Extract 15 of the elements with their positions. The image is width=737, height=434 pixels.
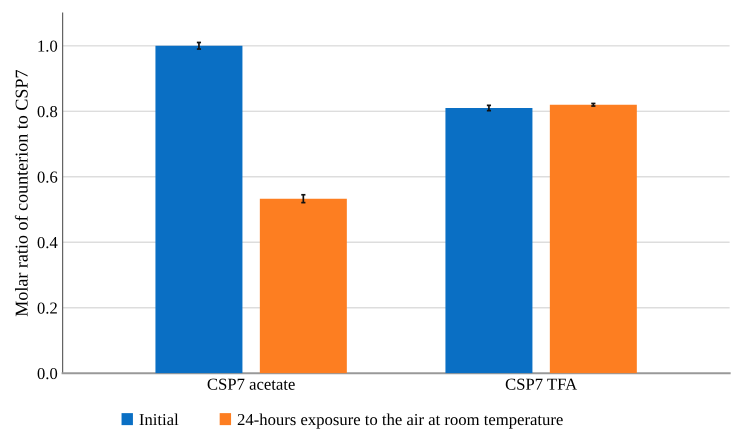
bar <box>260 198 347 374</box>
y-tick-label: 0.6 <box>38 171 58 183</box>
y-axis-title: Molar ratio of counterion to CSP7 <box>14 70 28 316</box>
bar <box>445 108 532 374</box>
bar <box>550 104 637 374</box>
y-tick-label: 0.0 <box>38 368 58 380</box>
y-tick-label: 0.8 <box>38 106 58 118</box>
legend-label: 24-hours exposure to the air at room temperature <box>238 413 563 429</box>
x-tick-label: CSP7 TFA <box>506 378 578 390</box>
x-tick-label: CSP7 acetate <box>208 378 295 390</box>
y-tick-label: 0.2 <box>38 302 57 314</box>
y-tick-label: 0.4 <box>38 236 58 248</box>
y-tick-label: 1.0 <box>38 40 58 52</box>
bar <box>155 46 242 374</box>
legend-label: Initial <box>140 413 178 426</box>
